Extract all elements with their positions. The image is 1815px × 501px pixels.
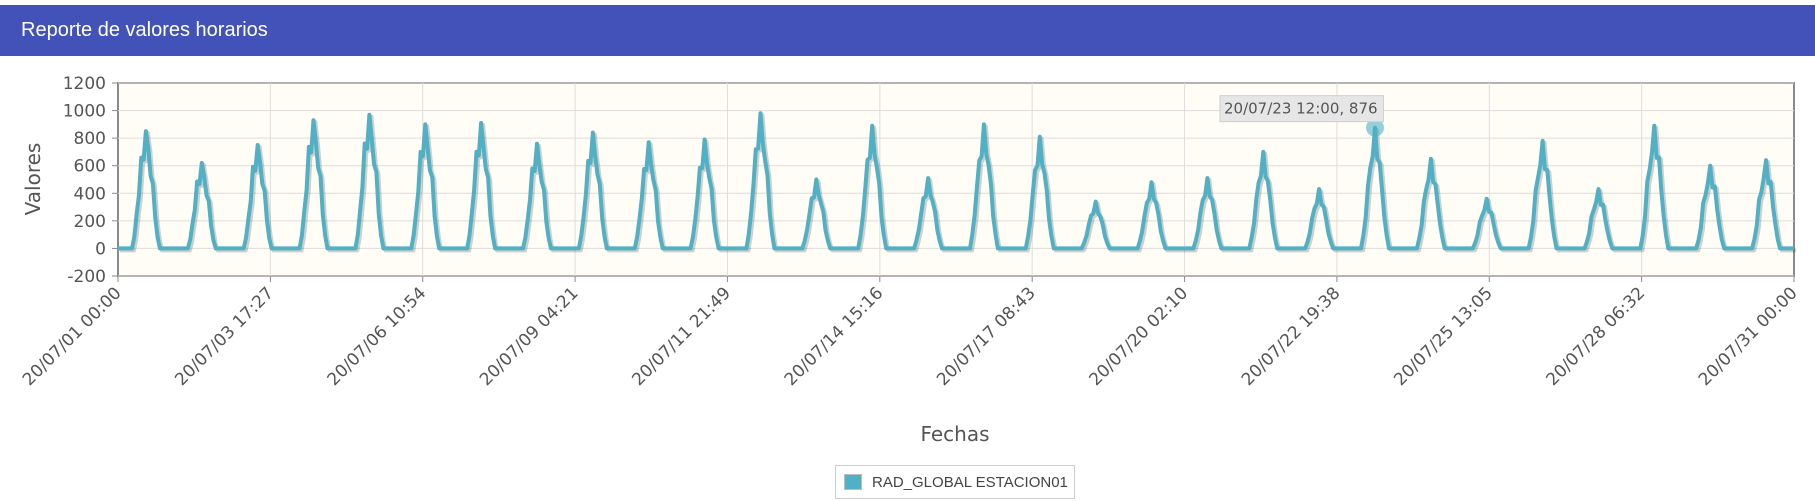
- y-tick-label: 1200: [63, 74, 106, 94]
- tooltip-text: 20/07/23 12:00, 876: [1224, 100, 1378, 118]
- highlighted-point: [1366, 118, 1384, 137]
- legend-label: RAD_GLOBAL ESTACION01: [872, 474, 1068, 491]
- y-tick-label: -200: [67, 267, 106, 287]
- x-tick-label: 20/07/22 19:38: [1238, 283, 1345, 390]
- x-tick-label: 20/07/09 04:21: [476, 283, 583, 390]
- plot-area: [117, 82, 1795, 277]
- panel-header: Reporte de valores horarios: [0, 5, 1815, 56]
- legend[interactable]: RAD_GLOBAL ESTACION01: [835, 465, 1075, 499]
- x-tick-label: 20/07/28 06:32: [1543, 283, 1650, 390]
- y-tick-label: 1000: [63, 102, 106, 122]
- legend-swatch: [844, 474, 862, 490]
- series-line: [118, 111, 1794, 251]
- y-tick-label: 400: [74, 184, 106, 204]
- x-tick-label: 20/07/03 17:27: [171, 283, 278, 390]
- y-tick-label: 600: [74, 157, 106, 177]
- panel-title: Reporte de valores horarios: [21, 19, 268, 41]
- y-axis-ticks: 1200 1000 800 600 400 200 0 -200: [63, 74, 118, 287]
- x-axis-ticks: 20/07/01 00:00 20/07/03 17:27 20/07/06 10:…: [19, 276, 1802, 390]
- x-axis-title: Fechas: [920, 422, 989, 446]
- y-tick-label: 800: [74, 129, 106, 149]
- y-axis-title: Valores: [21, 143, 45, 216]
- line-chart: 1200 1000 800 600 400 200 0 -200 20/07/01 00:00…: [19, 74, 1802, 446]
- x-tick-label: 20/07/14 15:16: [781, 283, 888, 390]
- tooltip: 20/07/23 12:00, 876: [1219, 95, 1385, 123]
- y-tick-label: 200: [74, 212, 106, 232]
- tooltip-box: [1219, 95, 1385, 123]
- x-tick-label: 20/07/31 00:00: [1695, 283, 1802, 390]
- x-tick-label: 20/07/17 08:43: [933, 283, 1040, 390]
- x-tick-label: 20/07/11 21:49: [628, 283, 735, 390]
- series-group: [118, 111, 1796, 253]
- x-tick-label: 20/07/20 02:10: [1085, 283, 1192, 390]
- x-tick-label: 20/07/25 13:05: [1390, 283, 1497, 390]
- y-tick-label: 0: [95, 239, 106, 259]
- x-tick-label: 20/07/06 10:54: [324, 283, 431, 390]
- x-tick-label: 20/07/01 00:00: [19, 283, 126, 390]
